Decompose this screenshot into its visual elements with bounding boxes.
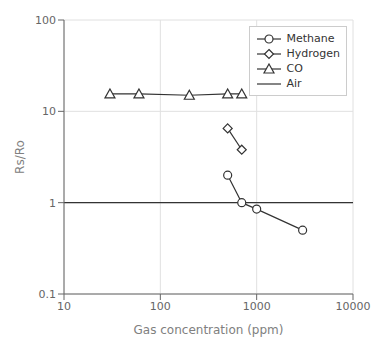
svg-text:1: 1 <box>49 197 56 210</box>
html-text:Hydrogen: Hydrogen <box>286 47 340 60</box>
svg-text:10: 10 <box>57 300 71 313</box>
html-text:CO: CO <box>286 62 303 75</box>
svg-text:1000: 1000 <box>243 300 271 313</box>
svg-text:100: 100 <box>150 300 171 313</box>
html-text:Air: Air <box>286 77 302 90</box>
svg-text:Gas concentration (ppm): Gas concentration (ppm) <box>134 323 284 337</box>
svg-text:10: 10 <box>42 105 56 118</box>
svg-text:0.1: 0.1 <box>39 288 57 301</box>
svg-text:Rs/Ro: Rs/Ro <box>13 140 27 174</box>
svg-text:10000: 10000 <box>336 300 371 313</box>
svg-text:100: 100 <box>35 14 56 27</box>
html-text:Methane: Methane <box>286 32 335 45</box>
